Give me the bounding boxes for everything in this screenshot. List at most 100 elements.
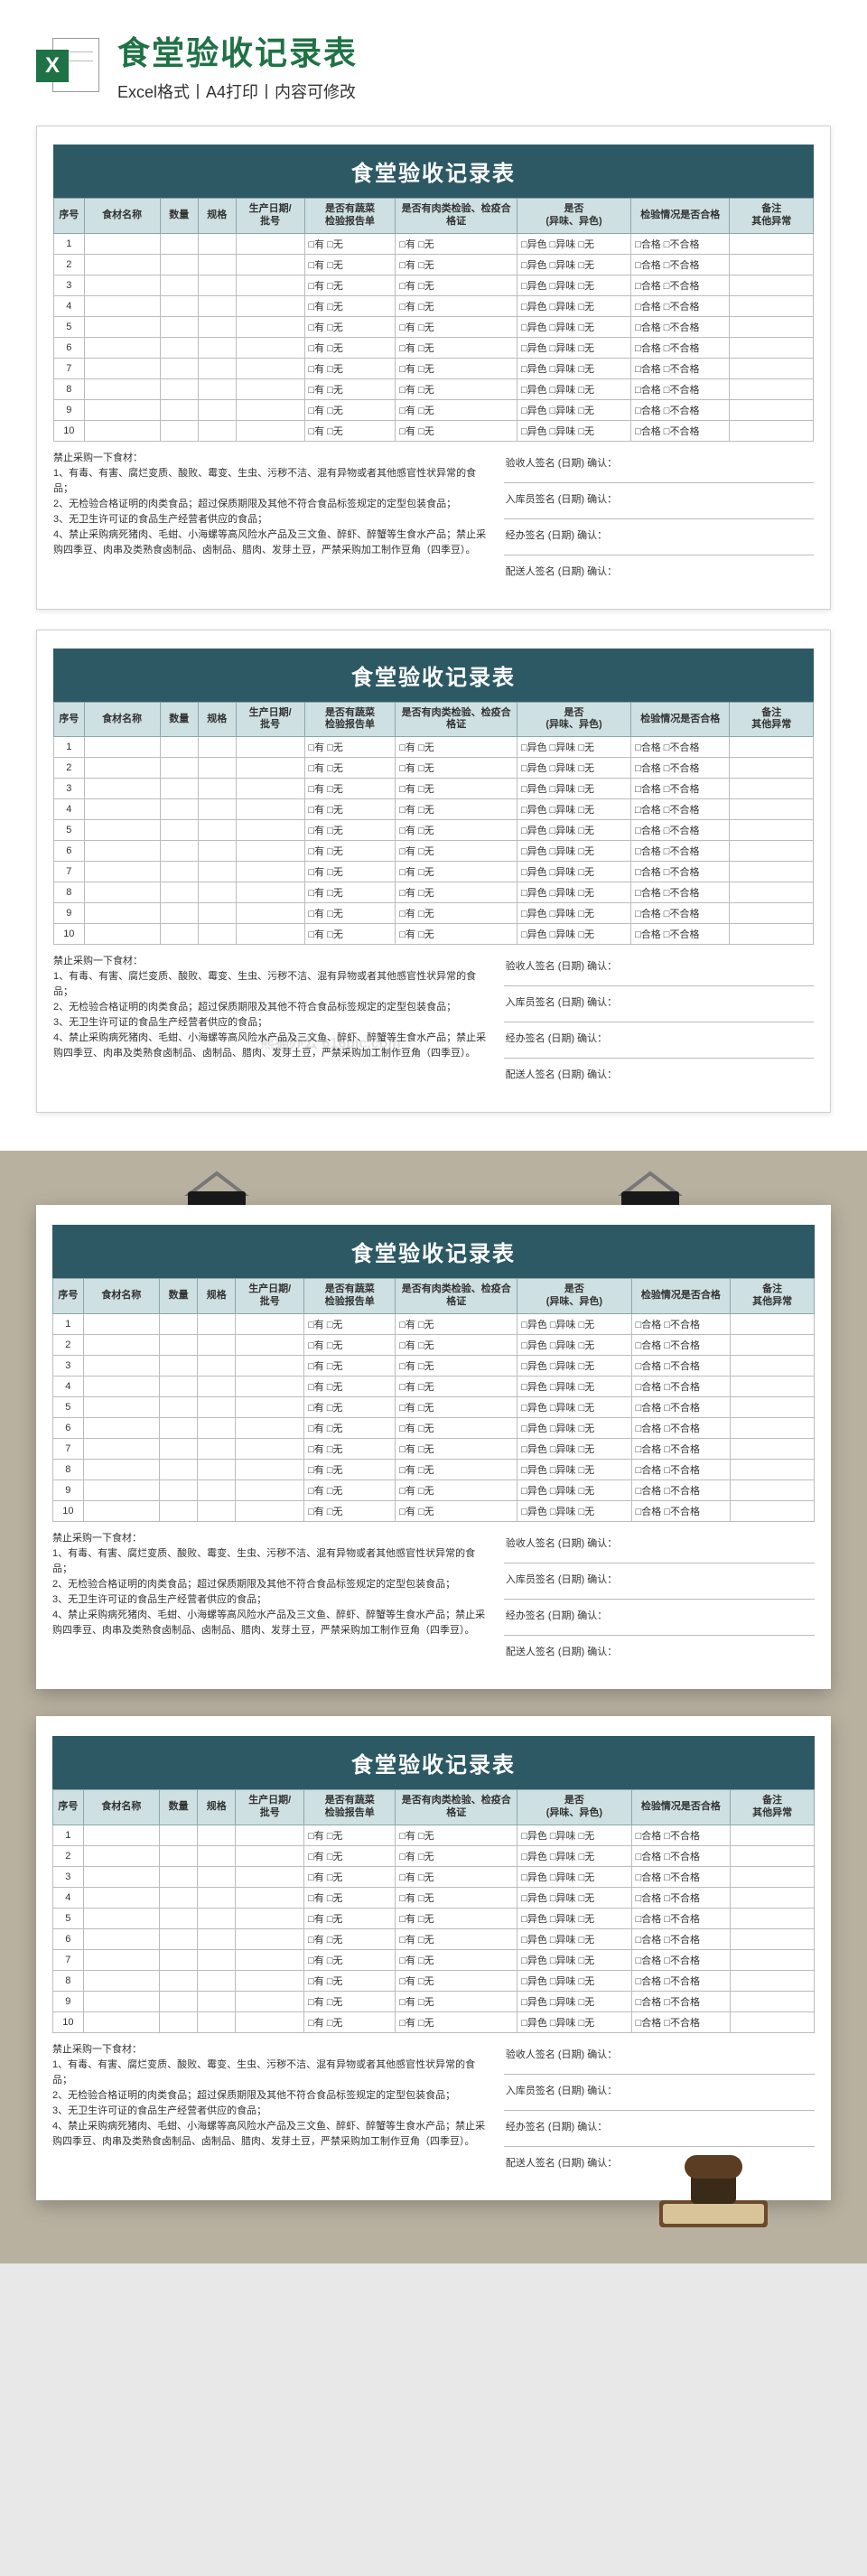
table-cell: □异色 □异味 □无 [517,1887,631,1908]
prohibited-notes: 禁止采购一下食材：1、有毒、有害、腐烂变质、酸败、霉变、生虫、污秽不洁、混有异物… [53,451,488,594]
table-cell: □合格 □不合格 [631,1334,731,1355]
table-cell: 9 [53,1479,84,1500]
table-cell [198,799,236,820]
table-cell: 6 [53,1417,84,1438]
table-cell [236,1500,304,1521]
table-cell [730,841,814,862]
table-body: 1□有 □无□有 □无□异色 □异味 □无□合格 □不合格2□有 □无□有 □无… [53,1825,815,2032]
template-header: X 食堂验收记录表 Excel格式丨A4打印丨内容可修改 [36,27,831,103]
table-cell: □合格 □不合格 [631,862,730,882]
table-cell: 10 [54,420,85,441]
table-cell [160,1991,198,2011]
table-cell [198,1866,236,1887]
table-cell: 1 [54,737,85,758]
signature-line: 配送人签名 (日期) 确认： [504,559,814,591]
col-header: 序号 [54,702,85,737]
table-cell: □有 □无 [396,1991,517,2011]
signature-block: 验收人签名 (日期) 确认：入库员签名 (日期) 确认：经办签名 (日期) 确认… [504,1531,815,1675]
table-cell: □异色 □异味 □无 [517,358,630,378]
inspection-table: 序号食材名称数量规格生产日期/批号是否有蔬菜检验报告单是否有肉类检验、检疫合格证… [53,198,814,442]
table-cell [198,1991,236,2011]
title-block: 食堂验收记录表 Excel格式丨A4打印丨内容可修改 [117,27,831,103]
table-cell: □异色 □异味 □无 [517,1334,631,1355]
note-line: 4、禁止采购病死猪肉、毛蚶、小海螺等高风险水产品及三文鱼、醉虾、醉蟹等生食水产品… [52,2119,488,2150]
table-row: 1□有 □无□有 □无□异色 □异味 □无□合格 □不合格 [54,233,814,254]
table-cell [160,882,198,903]
table-head: 序号食材名称数量规格生产日期/批号是否有蔬菜检验报告单是否有肉类检验、检疫合格证… [53,1279,815,1314]
table-cell [236,1334,304,1355]
table-row: 8□有 □无□有 □无□异色 □异味 □无□合格 □不合格 [54,882,814,903]
table-cell [198,1313,236,1334]
signature-line: 入库员签名 (日期) 确认： [504,990,814,1022]
col-header: 是否(异味、异色) [517,199,630,234]
col-header: 数量 [160,199,198,234]
col-header: 是否(异味、异色) [517,702,630,737]
table-cell: □有 □无 [304,1928,396,1949]
table-head: 序号食材名称数量规格生产日期/批号是否有蔬菜检验报告单是否有肉类检验、检疫合格证… [54,199,814,234]
table-row: 8□有 □无□有 □无□异色 □异味 □无□合格 □不合格 [53,1459,815,1479]
table-cell [236,295,304,316]
form-preview-1: 食堂验收记录表 序号食材名称数量规格生产日期/批号是否有蔬菜检验报告单是否有肉类… [36,126,831,610]
table-cell: □合格 □不合格 [631,1313,731,1334]
table-cell [198,1500,236,1521]
table-cell: □有 □无 [396,1825,517,1845]
table-cell: □异色 □异味 □无 [517,420,630,441]
template-title: 食堂验收记录表 [117,27,831,74]
table-cell [731,1991,815,2011]
form-banner: 食堂验收记录表 [53,145,814,198]
table-cell [236,924,304,945]
table-cell [160,1313,198,1334]
note-line: 1、有毒、有害、腐烂变质、酸败、霉变、生虫、污秽不洁、混有异物或者其他感官性状异… [52,2058,488,2088]
table-cell: □合格 □不合格 [631,1355,731,1376]
table-cell: □异色 □异味 □无 [517,820,630,841]
table-cell: □有 □无 [304,1334,396,1355]
table-cell: □有 □无 [304,1376,396,1396]
table-cell [83,1991,159,2011]
table-cell: 3 [53,1355,84,1376]
table-cell [731,1949,815,1970]
table-cell [160,254,198,275]
template-preview-panel: X 食堂验收记录表 Excel格式丨A4打印丨内容可修改 食堂验收记录表 序号食… [0,0,867,1151]
note-line: 3、无卫生许可证的食品生产经营者供应的食品； [52,1592,488,1608]
table-cell: □有 □无 [396,254,517,275]
table-cell [236,1887,304,1908]
table-cell: □有 □无 [396,799,517,820]
table-cell: □异色 □异味 □无 [517,862,630,882]
table-cell: □有 □无 [304,903,396,924]
table-cell: □异色 □异味 □无 [517,337,630,358]
table-cell: □有 □无 [396,1313,517,1334]
table-cell [198,1479,236,1500]
table-cell [236,1970,304,1991]
table-cell [83,1459,159,1479]
table-cell [198,758,236,779]
table-cell: □有 □无 [396,337,517,358]
table-cell: □合格 □不合格 [631,820,730,841]
table-cell [83,1887,159,1908]
table-cell [160,358,198,378]
below-section: 禁止采购一下食材：1、有毒、有害、腐烂变质、酸败、霉变、生虫、污秽不洁、混有异物… [53,451,814,594]
table-cell: □异色 □异味 □无 [517,1313,631,1334]
table-cell: □有 □无 [396,316,517,337]
signature-line: 入库员签名 (日期) 确认： [504,1567,815,1600]
stamp-icon [650,2137,804,2236]
table-row: 9□有 □无□有 □无□异色 □异味 □无□合格 □不合格 [54,399,814,420]
table-cell [84,758,160,779]
table-cell: □有 □无 [304,420,396,441]
table-cell [236,275,304,295]
table-cell [160,399,198,420]
table-cell: □异色 □异味 □无 [517,254,630,275]
table-cell [236,1479,304,1500]
note-line: 2、无检验合格证明的肉类食品；超过保质期限及其他不符合食品标签规定的定型包装食品… [53,1000,488,1015]
table-cell [198,2011,236,2032]
table-cell [84,420,160,441]
table-cell [236,799,304,820]
table-cell: 10 [53,2011,84,2032]
table-cell: □有 □无 [396,399,517,420]
table-cell [160,295,198,316]
table-cell: 1 [53,1825,84,1845]
col-header: 数量 [160,1790,198,1825]
table-row: 8□有 □无□有 □无□异色 □异味 □无□合格 □不合格 [54,378,814,399]
inspection-table: 序号食材名称数量规格生产日期/批号是否有蔬菜检验报告单是否有肉类检验、检疫合格证… [53,702,814,946]
table-cell [731,1825,815,1845]
table-cell [198,337,236,358]
